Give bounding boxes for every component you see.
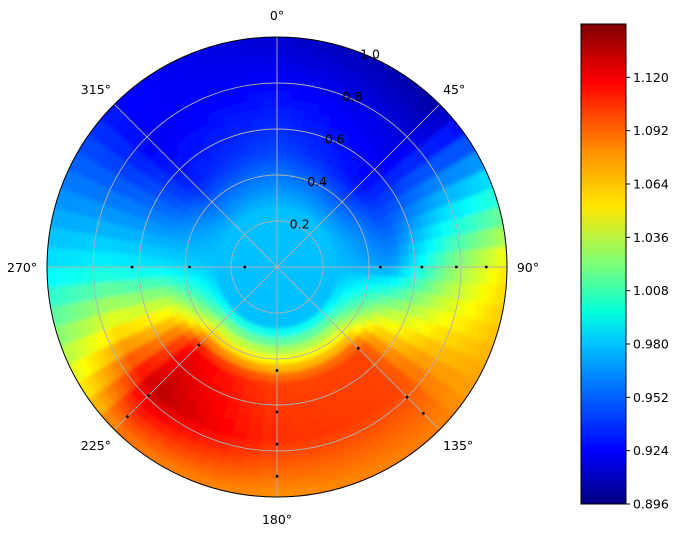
field-cell (47, 246, 57, 268)
field-cell (303, 263, 314, 268)
angular-grid-line (114, 104, 440, 430)
field-cell (295, 37, 319, 50)
sample-point (379, 265, 382, 269)
colorbar-tick-label: 1.120 (633, 70, 669, 85)
field-cell (276, 293, 281, 304)
field-cell (47, 285, 60, 309)
colorbar-tick-label: 0.896 (633, 497, 669, 512)
sample-point (275, 474, 279, 478)
sample-point (275, 442, 279, 446)
field-cell (256, 37, 278, 47)
field-cell (47, 266, 57, 288)
field-cell (497, 266, 507, 288)
r-tick-label: 0.6 (325, 132, 345, 147)
colorbar-tick-label: 0.924 (633, 443, 669, 458)
theta-tick-label: 0° (270, 8, 284, 23)
field-cell (276, 301, 282, 313)
theta-tick-label: 225° (81, 438, 111, 453)
sample-point (421, 411, 425, 415)
theta-tick-label: 315° (81, 82, 111, 97)
theta-tick-label: 45° (443, 82, 465, 97)
field-cell (235, 37, 259, 50)
colorbar-tick-label: 1.036 (633, 230, 669, 245)
sample-point (197, 343, 201, 347)
r-tick-label: 0.8 (342, 89, 362, 104)
theta-tick-label: 270° (7, 260, 37, 275)
sample-point (188, 265, 192, 269)
field-cell (494, 225, 507, 249)
sample-point (405, 395, 409, 399)
sample-point (484, 265, 488, 269)
field-cell (273, 230, 278, 241)
colorbar-tick-label: 1.008 (633, 283, 669, 298)
sample-point (275, 369, 279, 372)
field-cell (276, 487, 298, 497)
field-cell (295, 484, 319, 497)
polar-frame (46, 36, 508, 498)
field-cell (497, 246, 507, 268)
field-cell (494, 285, 507, 309)
polar-grid (46, 36, 508, 498)
sample-point (147, 394, 150, 397)
sample-point (455, 265, 458, 269)
colorbar-tick-label: 1.064 (633, 177, 669, 192)
r-tick-label: 1.0 (360, 47, 380, 62)
sample-point (243, 265, 247, 269)
colorbar-fill (581, 24, 626, 504)
field-cell (276, 37, 298, 47)
theta-tick-label: 180° (262, 512, 292, 527)
sample-point (275, 410, 279, 414)
field-cell (231, 266, 243, 272)
field-cell (47, 225, 60, 249)
sample-point (356, 346, 360, 350)
colorbar-frame (580, 23, 627, 505)
colorbar-tick-label: 0.952 (633, 390, 669, 405)
sample-point (420, 265, 424, 269)
field-cell (311, 262, 323, 268)
theta-tick-label: 135° (443, 438, 473, 453)
r-tick-label: 0.2 (290, 217, 310, 232)
sample-point (125, 415, 129, 419)
r-tick-label: 0.4 (307, 174, 327, 189)
radial-tick-labels: 0.2 0.4 0.6 0.8 1.0 (290, 47, 380, 232)
theta-tick-label: 90° (517, 260, 539, 275)
field-cell (256, 487, 278, 497)
colorbar-tick-label: 1.092 (633, 123, 669, 138)
field-cell (272, 221, 278, 233)
sample-points (125, 265, 488, 478)
field-cell (235, 484, 259, 497)
sample-point (130, 265, 134, 269)
colorbar: 0.896 0.924 0.952 0.980 1.008 1.036 1.064 1.092… (580, 23, 669, 512)
angular-tick-labels: 0° 45° 90° 135° 180° 225° 270° 315° (7, 8, 539, 527)
colorbar-tick-label: 0.980 (633, 337, 669, 352)
